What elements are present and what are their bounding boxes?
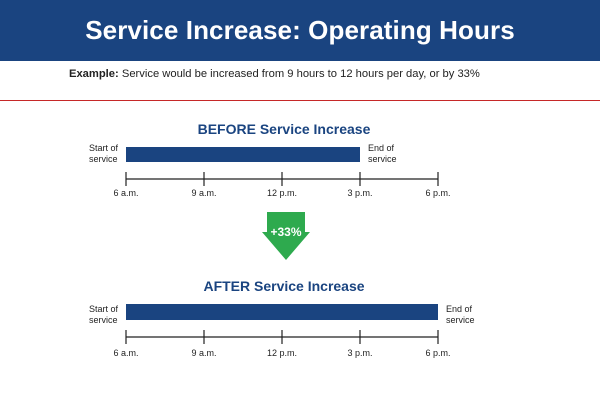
before-tick-label: 9 a.m. bbox=[191, 188, 216, 198]
before-tick-label: 12 p.m. bbox=[267, 188, 297, 198]
after-tick-label: 3 p.m. bbox=[347, 348, 372, 358]
after-service-bar bbox=[126, 304, 438, 320]
after-tick-label: 6 a.m. bbox=[113, 348, 138, 358]
before-tick-label: 6 a.m. bbox=[113, 188, 138, 198]
header-banner: Service Increase: Operating Hours bbox=[0, 0, 600, 61]
before-service-bar bbox=[126, 147, 360, 162]
example-body: Service would be increased from 9 hours … bbox=[118, 68, 480, 80]
example-text: Example: Service would be increased from… bbox=[69, 68, 589, 80]
after-tick-label: 9 a.m. bbox=[191, 348, 216, 358]
after-end-label: End of service bbox=[446, 304, 475, 325]
after-tick-label: 6 p.m. bbox=[425, 348, 450, 358]
example-label: Example: bbox=[69, 68, 119, 80]
divider bbox=[0, 100, 600, 101]
before-tick-label: 3 p.m. bbox=[347, 188, 372, 198]
arrow-down-icon bbox=[262, 212, 310, 260]
after-start-label: Start of service bbox=[89, 304, 119, 325]
before-end-label: End of service bbox=[368, 143, 397, 164]
before-start-label: Start of service bbox=[89, 143, 119, 164]
after-tick-label: 12 p.m. bbox=[267, 348, 297, 358]
after-title: AFTER Service Increase bbox=[203, 278, 365, 294]
before-title: BEFORE Service Increase bbox=[197, 121, 371, 137]
increase-label: +33% bbox=[270, 225, 302, 239]
page-title: Service Increase: Operating Hours bbox=[85, 15, 515, 45]
before-tick-label: 6 p.m. bbox=[425, 188, 450, 198]
